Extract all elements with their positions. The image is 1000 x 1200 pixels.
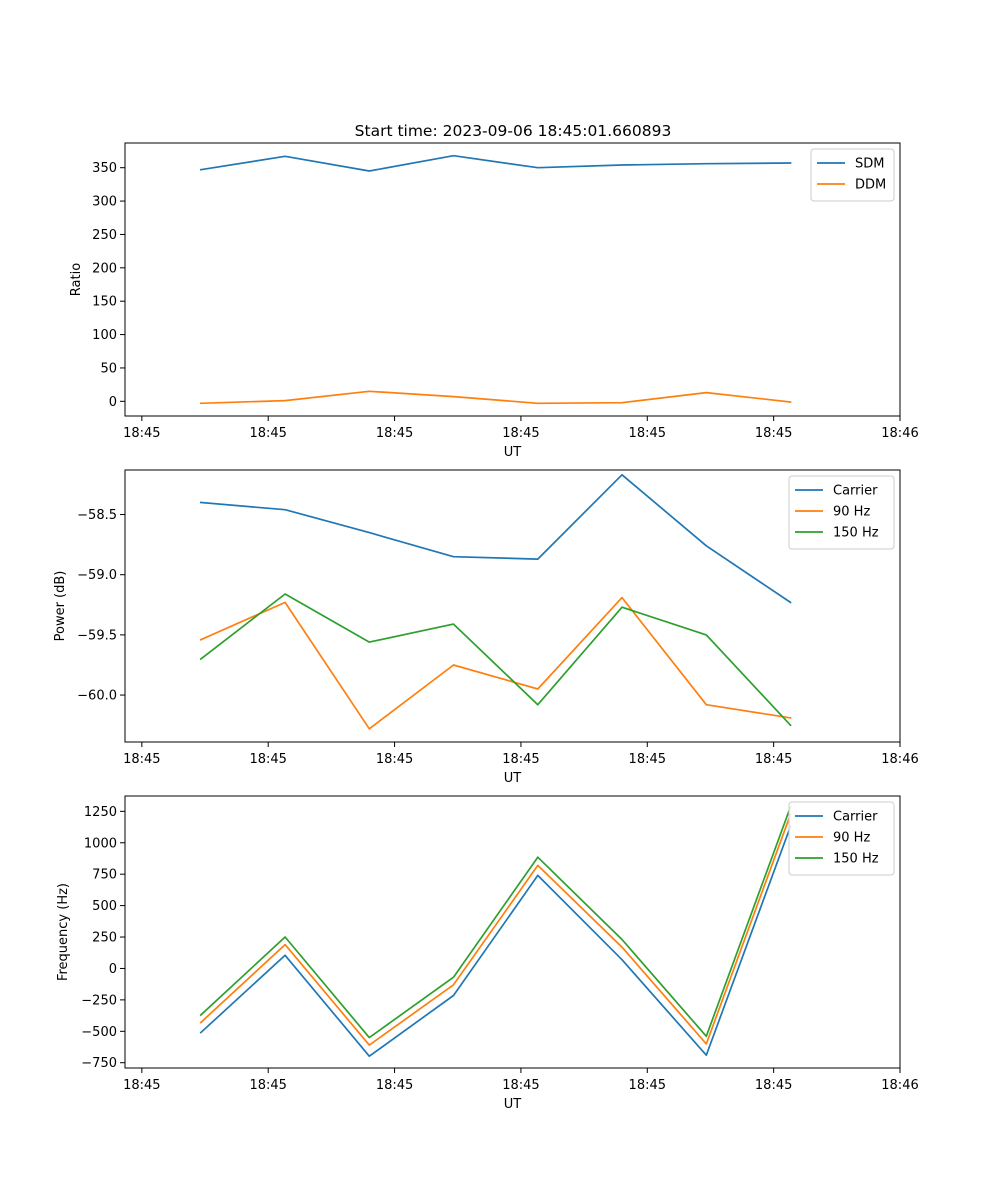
ratio-x-tick-label: 18:45	[376, 426, 413, 441]
figure-title: Start time: 2023-09-06 18:45:01.660893	[355, 122, 672, 140]
power-series-carrier-line	[199, 473, 792, 604]
power-panel: 18:45 18:45 18:45 18:45 18:45 18:45 18:46 −60.0…	[53, 469, 919, 786]
ratio-x-tick-label: 18:45	[249, 426, 286, 441]
frequency-legend: Carrier 90 Hz 150 Hz	[788, 801, 895, 876]
ratio-y-tick-label: 200	[92, 261, 117, 276]
power-series-150-hz-line	[199, 593, 792, 727]
ratio-y-tick-label: 100	[92, 328, 117, 343]
ratio-y-tick-label: 0	[109, 395, 117, 410]
power-y-tick-label: −59.0	[77, 568, 117, 583]
ratio-series-sdm-line	[199, 154, 792, 172]
frequency-y-tick-label: 1250	[84, 805, 117, 820]
frequency-y-tick-label: −500	[81, 1025, 117, 1040]
ratio-x-tick-label: 18:45	[629, 426, 666, 441]
frequency-series-150-hz-line	[199, 805, 792, 1039]
ratio-x-tick-label: 18:45	[755, 426, 792, 441]
frequency-x-tick-label: 18:46	[881, 1078, 918, 1093]
frequency-legend-label-90-hz: 90 Hz	[833, 831, 870, 846]
ratio-y-tick-label: 350	[92, 161, 117, 176]
power-x-axis-label: UT	[504, 771, 522, 786]
frequency-x-tick-label: 18:45	[249, 1078, 286, 1093]
power-axes-frame	[124, 469, 901, 743]
ratio-legend-box	[810, 148, 895, 202]
ratio-x-tick-label: 18:45	[502, 426, 539, 441]
power-y-axis-label: Power (dB)	[53, 571, 68, 642]
ratio-y-tick-label: 150	[92, 295, 117, 310]
power-y-tick-label: −58.5	[77, 508, 117, 523]
power-legend-label-150-hz: 150 Hz	[833, 526, 879, 541]
frequency-legend-label-150-hz: 150 Hz	[833, 852, 879, 867]
ratio-x-tick-label: 18:46	[881, 426, 918, 441]
power-x-tick-label: 18:45	[376, 752, 413, 767]
ratio-legend-label-ddm: DDM	[855, 178, 886, 193]
frequency-x-tick-label: 18:45	[502, 1078, 539, 1093]
ratio-y-axis-label: Ratio	[69, 263, 84, 296]
ratio-x-tick-label: 18:45	[123, 426, 160, 441]
power-x-tick-label: 18:46	[881, 752, 918, 767]
ratio-x-axis-label: UT	[504, 445, 522, 460]
ratio-legend-label-sdm: SDM	[855, 157, 884, 172]
power-x-tick-label: 18:45	[755, 752, 792, 767]
frequency-y-tick-label: 0	[109, 962, 117, 977]
ratio-panel: 18:45 18:45 18:45 18:45 18:45 18:45 18:46 0 50 10…	[69, 142, 919, 460]
power-y-tick-label: −59.5	[77, 628, 117, 643]
ratio-axes-frame	[124, 142, 901, 417]
frequency-series-90-hz-line	[199, 813, 792, 1046]
power-x-tick-label: 18:45	[502, 752, 539, 767]
ratio-y-tick-label: 50	[100, 361, 117, 376]
frequency-panel: 18:45 18:45 18:45 18:45 18:45 18:45 18:46 −750 −…	[56, 795, 919, 1112]
frequency-y-tick-label: 750	[92, 868, 117, 883]
frequency-x-axis-label: UT	[504, 1097, 522, 1112]
frequency-legend-label-carrier: Carrier	[833, 810, 878, 825]
power-legend-label-90-hz: 90 Hz	[833, 505, 870, 520]
frequency-axes-frame	[124, 795, 901, 1069]
frequency-series-carrier-line	[199, 825, 792, 1058]
power-x-tick-label: 18:45	[629, 752, 666, 767]
power-y-tick-label: −60.0	[77, 689, 117, 704]
frequency-y-tick-label: 250	[92, 931, 117, 946]
power-x-tick-label: 18:45	[249, 752, 286, 767]
frequency-y-tick-label: −750	[81, 1056, 117, 1071]
frequency-x-tick-label: 18:45	[376, 1078, 413, 1093]
frequency-x-tick-label: 18:45	[123, 1078, 160, 1093]
power-legend-label-carrier: Carrier	[833, 484, 878, 499]
power-series-90-hz-line	[199, 596, 792, 730]
ratio-y-tick-label: 250	[92, 228, 117, 243]
power-x-tick-label: 18:45	[123, 752, 160, 767]
ratio-series-ddm-line	[199, 390, 792, 405]
frequency-x-tick-label: 18:45	[755, 1078, 792, 1093]
frequency-y-tick-label: −250	[81, 993, 117, 1008]
ratio-legend: SDM DDM	[810, 148, 895, 202]
frequency-y-axis-label: Frequency (Hz)	[56, 883, 71, 981]
ratio-y-tick-label: 300	[92, 195, 117, 210]
power-legend: Carrier 90 Hz 150 Hz	[788, 475, 895, 550]
frequency-legend-box	[788, 801, 895, 876]
frequency-y-tick-label: 1000	[84, 836, 117, 851]
frequency-y-tick-label: 500	[92, 899, 117, 914]
frequency-x-tick-label: 18:45	[629, 1078, 666, 1093]
power-legend-box	[788, 475, 895, 550]
